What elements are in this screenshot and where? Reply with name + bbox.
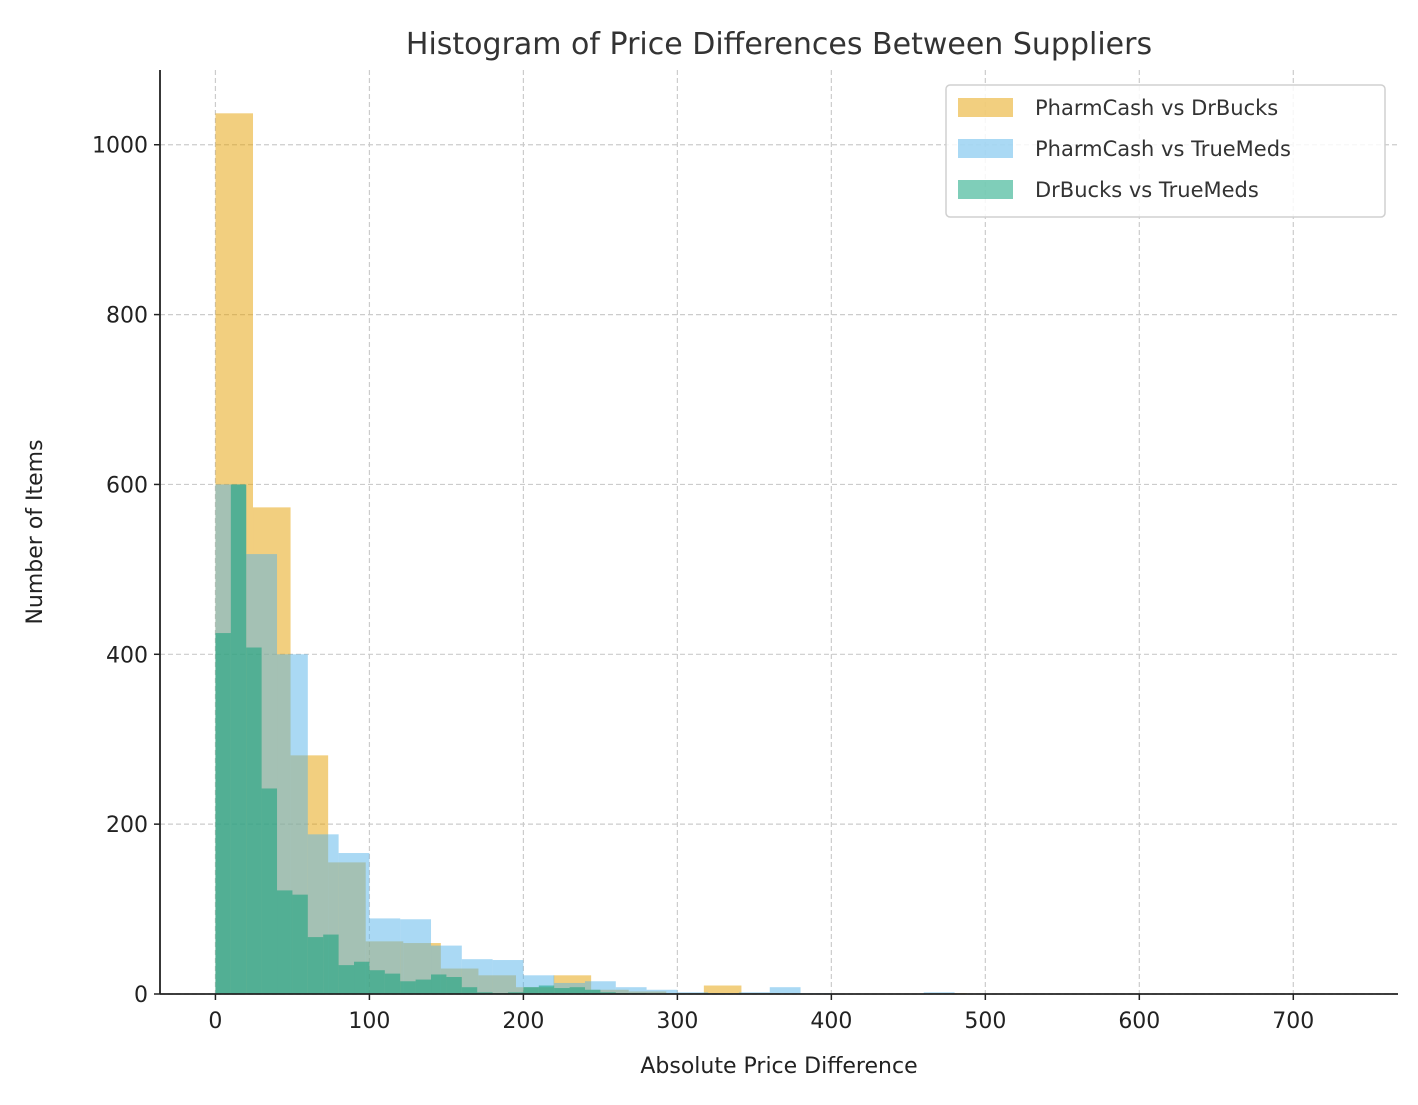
x-tick-label: 500 — [964, 1009, 1006, 1034]
bar-series-3 — [446, 977, 462, 994]
x-tick-label: 700 — [1272, 1009, 1314, 1034]
bar-series-3 — [538, 985, 555, 994]
x-axis-label: Absolute Price Difference — [640, 1054, 917, 1079]
bar-series-3 — [584, 989, 601, 994]
legend-swatch — [958, 98, 1013, 117]
x-tick-label: 100 — [348, 1009, 390, 1034]
bar-series-1 — [703, 985, 742, 994]
bars — [215, 113, 967, 994]
legend-box — [945, 84, 1386, 218]
bar-series-3 — [523, 987, 539, 994]
y-tick-label: 0 — [134, 983, 148, 1008]
bar-series-3 — [230, 484, 247, 994]
y-axis-label: Number of Items — [23, 439, 48, 624]
y-tick-label: 600 — [106, 473, 148, 498]
bar-series-3 — [554, 988, 570, 994]
bar-series-3 — [354, 961, 370, 994]
bar-series-3 — [261, 788, 278, 994]
x-tick-label: 200 — [502, 1009, 544, 1034]
bar-series-3 — [415, 979, 432, 994]
legend-swatch — [958, 180, 1013, 199]
x-tick-label: 600 — [1118, 1009, 1160, 1034]
bar-series-2 — [769, 987, 801, 994]
axes: 0 100 200 300 400 500 600 700 0 200 400 600 800 1000 — [92, 70, 1398, 1034]
legend-label: PharmCash vs DrBucks — [1035, 96, 1278, 120]
bar-series-3 — [338, 965, 355, 994]
bar-series-3 — [277, 890, 293, 994]
x-tick-label: 0 — [208, 1009, 222, 1034]
y-tick-label: 400 — [106, 643, 148, 668]
x-tick-label: 400 — [810, 1009, 852, 1034]
x-tick-label: 300 — [656, 1009, 698, 1034]
bar-series-3 — [246, 647, 262, 994]
bar-series-3 — [307, 937, 324, 994]
bar-series-3 — [400, 981, 416, 994]
bar-series-3 — [461, 987, 478, 994]
bar-series-3 — [431, 974, 447, 994]
legend-swatch — [958, 139, 1013, 158]
legend-label: DrBucks vs TrueMeds — [1035, 178, 1259, 202]
bar-series-3 — [569, 987, 585, 994]
bar-series-3 — [215, 633, 231, 994]
legend: PharmCash vs DrBucks PharmCash vs TrueMed… — [945, 84, 1386, 218]
legend-label: PharmCash vs TrueMeds — [1035, 137, 1291, 161]
y-tick-label: 800 — [106, 304, 148, 329]
bar-series-3 — [292, 894, 308, 994]
chart-title: Histogram of Price Differences Between S… — [406, 27, 1152, 62]
bar-series-3 — [384, 973, 401, 994]
y-tick-label: 200 — [106, 813, 148, 838]
bar-series-2 — [492, 960, 524, 994]
bar-series-2 — [646, 989, 678, 994]
bar-series-3 — [323, 934, 339, 994]
bar-series-2 — [615, 987, 647, 994]
y-tick-label: 1000 — [92, 134, 148, 159]
bar-series-3 — [369, 970, 385, 994]
